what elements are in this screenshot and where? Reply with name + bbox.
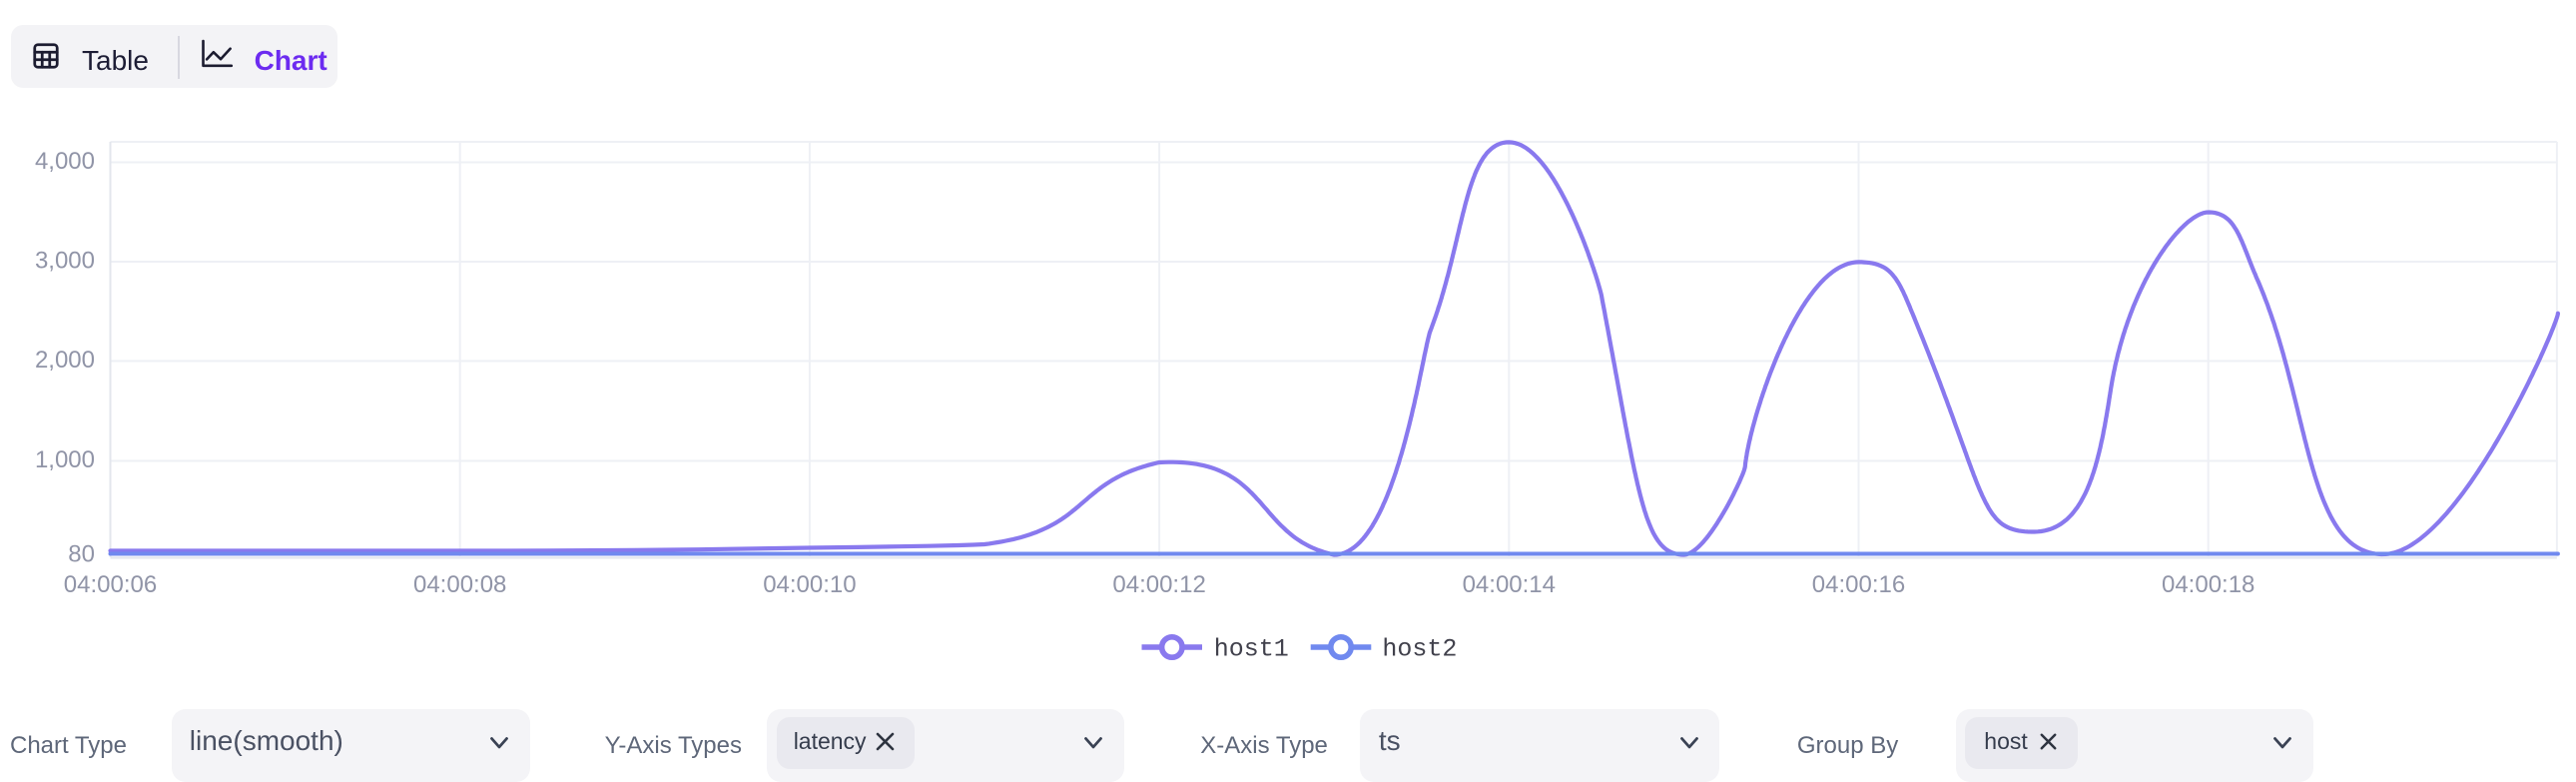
svg-text:04:00:18: 04:00:18 (2162, 571, 2254, 598)
svg-text:host2: host2 (1382, 635, 1457, 664)
svg-text:04:00:08: 04:00:08 (413, 571, 506, 598)
svg-text:host1: host1 (1214, 635, 1289, 664)
svg-text:3,000: 3,000 (35, 248, 95, 275)
svg-text:04:00:12: 04:00:12 (1112, 571, 1205, 598)
svg-text:2,000: 2,000 (35, 347, 95, 374)
svg-text:04:00:06: 04:00:06 (64, 571, 157, 598)
svg-text:04:00:14: 04:00:14 (1463, 571, 1556, 598)
svg-text:80: 80 (68, 541, 95, 568)
svg-text:04:00:10: 04:00:10 (763, 571, 856, 598)
svg-text:1,000: 1,000 (35, 446, 95, 473)
svg-text:04:00:16: 04:00:16 (1812, 571, 1905, 598)
svg-text:4,000: 4,000 (35, 148, 95, 175)
